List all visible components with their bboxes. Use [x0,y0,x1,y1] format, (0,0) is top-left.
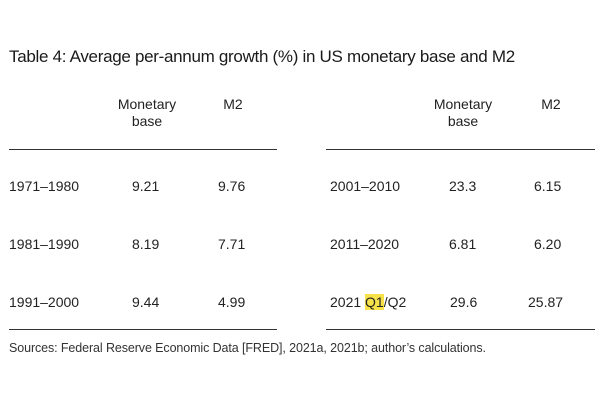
header-rule [9,149,277,150]
period-cell: 2021 Q1/Q2 [330,294,406,311]
source-note: Sources: Federal Reserve Economic Data [… [9,341,486,355]
m2-cell: 6.15 [534,178,562,194]
bottom-rule [326,329,595,330]
m2-cell: 7.71 [218,236,246,252]
m2-header: M2 [223,96,243,112]
m2-cell: 6.20 [534,236,562,252]
m2-cell: 25.87 [528,294,564,310]
monetary-base-header: Monetary base [107,96,187,130]
period-cell: 1981–1990 [9,236,80,252]
table-title: Table 4: Average per-annum growth (%) in… [9,47,515,66]
m2-cell: 4.99 [218,294,246,310]
monetary-base-cell: 6.81 [449,236,477,252]
header-line: base [447,113,479,129]
period-highlight: Q1 [365,294,384,310]
monetary-base-header: Monetary base [423,96,503,130]
period-cell: 2001–2010 [330,178,401,194]
monetary-base-cell: 8.19 [132,236,160,252]
header-line: base [131,113,163,129]
bottom-rule [9,329,277,330]
period-suffix: /Q2 [383,294,407,310]
monetary-base-cell: 9.44 [132,294,160,310]
period-prefix: 2021 [330,294,366,310]
header-line: Monetary [433,96,493,112]
header-line: Monetary [117,96,177,112]
monetary-base-cell: 29.6 [450,294,478,310]
header-rule [326,149,595,150]
period-cell: 1991–2000 [9,294,80,310]
m2-header: M2 [541,96,561,112]
period-cell: 1971–1980 [9,178,80,194]
period-cell: 2011–2020 [330,236,400,252]
m2-cell: 9.76 [218,178,246,194]
monetary-base-cell: 9.21 [132,178,160,194]
monetary-base-cell: 23.3 [449,178,477,194]
